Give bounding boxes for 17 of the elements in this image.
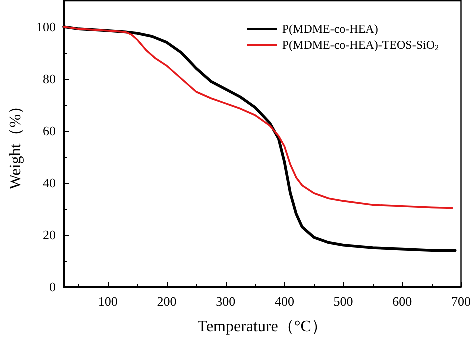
x-tick-label: 500 xyxy=(334,294,354,309)
x-tick-label: 400 xyxy=(274,294,294,309)
y-tick-label: 100 xyxy=(36,20,56,34)
line-series xyxy=(63,26,454,210)
y-axis-title: Weight（%） xyxy=(8,98,24,190)
x-tick-label: 700 xyxy=(452,294,471,309)
y-tick-label: 80 xyxy=(43,72,56,86)
x-tick-label: 600 xyxy=(392,294,412,309)
x-axis-title: Temperature（°C） xyxy=(198,318,328,336)
x-tick-label: 100 xyxy=(98,294,118,309)
legend-label: P(MDME-co-HEA) xyxy=(282,22,378,36)
y-tick-label: 60 xyxy=(43,124,56,138)
y-tick-label: 0 xyxy=(50,280,56,294)
x-tick-label: 200 xyxy=(157,294,177,309)
y-tick-label: 20 xyxy=(43,228,56,242)
x-tick-label: 300 xyxy=(216,294,236,309)
y-tick-label: 40 xyxy=(43,176,56,190)
